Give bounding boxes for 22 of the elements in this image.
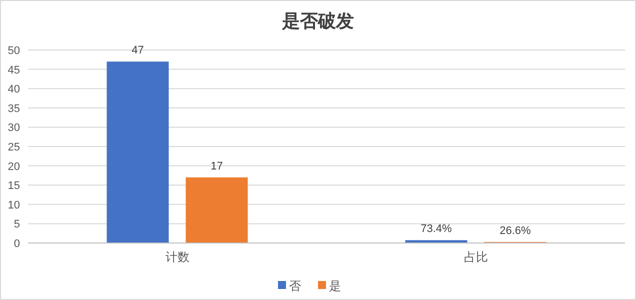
y-tick-label: 0 (14, 238, 20, 250)
bar (186, 177, 248, 243)
x-tick-label: 占比 (464, 250, 488, 264)
y-tick-label: 10 (8, 199, 20, 212)
bar (106, 62, 169, 243)
y-tick-label: 45 (8, 64, 20, 76)
legend-label: 否 (289, 279, 301, 293)
y-tick-label: 40 (8, 84, 20, 96)
y-tick-label: 35 (8, 102, 20, 115)
y-tick-label: 50 (8, 45, 20, 57)
y-tick-label: 15 (8, 180, 20, 192)
y-tick-label: 25 (8, 142, 20, 154)
y-tick-label: 30 (8, 122, 20, 134)
data-label: 73.4% (420, 223, 452, 236)
legend-label: 是 (329, 279, 341, 293)
y-tick-label: 20 (8, 160, 20, 173)
data-label: 47 (132, 44, 144, 57)
data-label: 26.6% (500, 224, 532, 237)
x-tick-label: 计数 (165, 250, 190, 264)
chart-title: 是否破发 (281, 11, 354, 31)
y-tick-label: 5 (14, 218, 20, 231)
data-label: 17 (210, 160, 223, 172)
